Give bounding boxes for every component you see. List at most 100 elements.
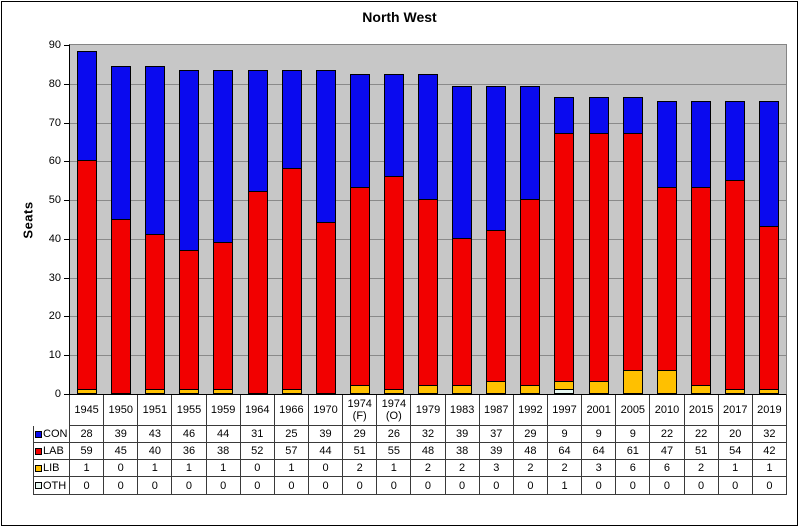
y-tick-mark (64, 355, 69, 357)
bar-1945 (77, 50, 97, 394)
value-cell: 48 (514, 443, 548, 459)
year-cell: 2017 (719, 395, 753, 425)
bar-segment-LIB (725, 389, 744, 393)
bar-segment-LAB (180, 249, 199, 390)
bar-segment-CON (623, 98, 642, 134)
bar-segment-LAB (691, 187, 710, 386)
value-cell: 0 (446, 477, 480, 494)
bar-segment-LIB (453, 385, 472, 393)
legend-cell-LIB: LIB (34, 460, 70, 476)
bar-segment-CON (691, 102, 710, 188)
value-cell: 0 (70, 477, 105, 494)
bar-segment-CON (453, 86, 472, 238)
bar-segment-LAB (487, 230, 506, 382)
value-cell: 0 (582, 477, 617, 494)
year-label: 1992 (518, 404, 543, 416)
value-cell: 2 (685, 460, 719, 476)
bar-segment-LAB (760, 226, 778, 390)
year-cell: 1979 (411, 395, 446, 425)
year-cell: 2005 (616, 395, 651, 425)
value-cell: 0 (104, 477, 139, 494)
value-cell: 46 (172, 426, 207, 442)
legend-cell-LAB: LAB (34, 443, 70, 459)
y-tick-mark (64, 238, 69, 240)
year-cell: 2015 (685, 395, 719, 425)
bar-segment-LIB (384, 389, 403, 393)
value-cell: 36 (172, 443, 207, 459)
value-cell: 51 (343, 443, 378, 459)
bar-1959 (213, 70, 234, 394)
value-cell: 0 (172, 477, 207, 494)
y-tick-label: 20 (48, 310, 61, 323)
value-cell: 26 (377, 426, 412, 442)
value-cell: 1 (207, 460, 241, 476)
year-cell: 1974 (F) (343, 395, 378, 425)
table-row-CON: CON 28 39 43 46 44 31 25 39 29 26 32 39 37 29 9 9 9 22 22 20… (34, 426, 786, 443)
year-cell: 1955 (172, 395, 207, 425)
value-cell: 1 (138, 460, 173, 476)
year-label: 2015 (688, 404, 714, 416)
y-tick-label: 10 (48, 349, 61, 362)
year-label: 1950 (108, 404, 133, 416)
table-row-LIB: LIB 1 0 1 1 1 0 1 0 2 1 2 2 3 2 2 3 6 6 2 1 1 (34, 460, 786, 477)
bar-segment-CON (555, 98, 574, 134)
value-cell: 64 (582, 443, 617, 459)
value-cell: 2 (548, 460, 583, 476)
year-label: 1997 (552, 404, 577, 416)
year-label: 1966 (279, 404, 304, 416)
value-cell: 0 (514, 477, 548, 494)
year-cell: 1945 (70, 395, 105, 425)
value-cell: 59 (70, 443, 105, 459)
bar-2010 (656, 101, 677, 394)
bar-segment-CON (419, 75, 437, 200)
series-name: LIB (43, 462, 60, 474)
table-row-LAB: LAB 59 45 40 36 38 52 57 44 51 55 48 38 39 48 64 64 61 47 5… (34, 443, 786, 460)
bar-segment-LAB (555, 133, 574, 382)
value-cell: 31 (241, 426, 275, 442)
year-label: 2001 (586, 404, 611, 416)
legend-swatch-LIB (35, 464, 42, 472)
y-tick-label: 70 (48, 116, 61, 129)
legend-cell-OTH: OTH (34, 477, 70, 494)
plot-area (69, 44, 787, 395)
bar-segment-OTH (555, 389, 574, 393)
year-cell: 1992 (514, 395, 548, 425)
bar-segment-LAB (725, 179, 744, 390)
bar-1997 (554, 97, 575, 394)
bar-segment-CON (384, 75, 403, 176)
y-tick-mark (64, 316, 69, 318)
bar-segment-CON (760, 102, 778, 227)
bar-segment-LIB (555, 381, 574, 390)
value-cell: 22 (650, 426, 685, 442)
y-tick-mark (64, 83, 69, 85)
y-tick-label: 60 (48, 155, 61, 168)
bar-segment-LAB (350, 187, 369, 386)
year-label: 1945 (74, 404, 99, 416)
year-cell: 1966 (275, 395, 309, 425)
value-cell: 42 (763, 445, 776, 457)
bar-segment-LAB (521, 199, 540, 386)
year-label: 1964 (245, 404, 270, 416)
bar-segment-CON (180, 71, 199, 250)
value-cell: 1 (172, 460, 207, 476)
value-cell: 20 (719, 426, 753, 442)
value-cell: 9 (548, 426, 583, 442)
year-cell: 1964 (241, 395, 275, 425)
value-cell: 38 (207, 443, 241, 459)
bar-segment-LAB (112, 218, 131, 393)
bar-1979 (418, 74, 438, 394)
year-cell: 2001 (582, 395, 617, 425)
bar-segment-LAB (214, 241, 233, 390)
bar-1966 (281, 70, 302, 394)
value-cell: 57 (275, 443, 309, 459)
value-cell: 0 (241, 460, 275, 476)
year-label: 1951 (142, 404, 168, 416)
value-cell: 29 (343, 426, 378, 442)
value-cell: 55 (377, 443, 412, 459)
bar-segment-CON (725, 102, 744, 180)
year-label: 2019 (757, 404, 782, 416)
y-tick-label: 0 (54, 388, 61, 400)
bar-segment-CON (214, 71, 233, 242)
bar-1974-O- (383, 74, 404, 394)
